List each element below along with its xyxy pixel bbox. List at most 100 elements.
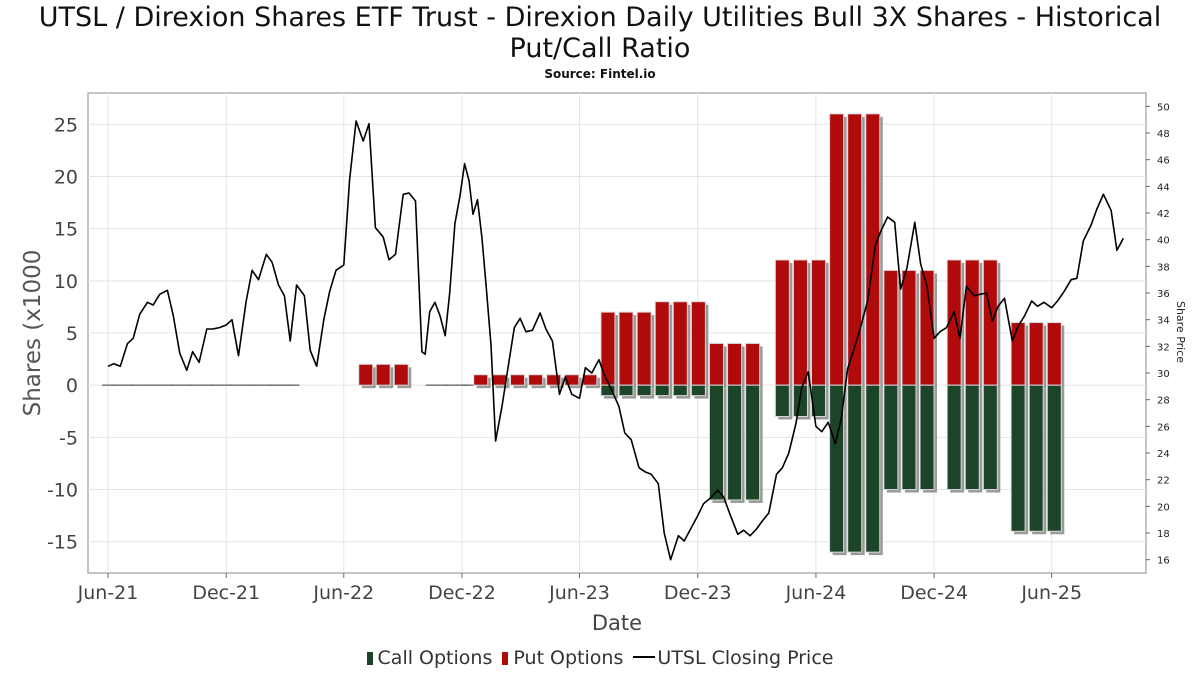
y2-tick-label: 38	[1157, 262, 1170, 273]
put-bar	[582, 374, 598, 386]
call-bar	[654, 384, 670, 397]
legend-item-price[interactable]: UTSL Closing Price	[633, 647, 833, 669]
put-bar	[491, 374, 507, 386]
x-tick-label: Dec-23	[664, 582, 732, 604]
x-tick-label: Jun-24	[785, 582, 847, 604]
call-bar	[1046, 384, 1062, 532]
y-tick-label: 15	[54, 219, 78, 241]
price-series	[107, 120, 1125, 561]
call-bar	[672, 384, 688, 397]
call-bar	[708, 384, 724, 501]
y2-axis-label: Share Price	[1174, 301, 1187, 363]
y2-tick-label: 18	[1157, 529, 1170, 540]
put-bar	[473, 374, 489, 386]
put-bar	[358, 363, 374, 386]
y-tick-label: -5	[59, 427, 78, 449]
y2-tick-label: 40	[1157, 236, 1170, 247]
x-tick-label: Dec-24	[900, 582, 968, 604]
put-bar	[792, 259, 808, 386]
x-tick-label: Jun-25	[1020, 582, 1082, 604]
chart-subtitle: Source: Fintel.io	[544, 67, 656, 81]
call-bar	[847, 384, 863, 553]
put-bar	[690, 301, 706, 386]
y2-tick-label: 28	[1157, 396, 1170, 407]
call-bar	[690, 384, 706, 397]
y-tick-label: 20	[54, 166, 78, 188]
y-tick-label: -10	[47, 480, 78, 502]
put-bar	[1010, 322, 1026, 386]
call-bar	[982, 384, 998, 491]
y2-tick-label: 26	[1157, 422, 1170, 433]
call-bar	[919, 384, 935, 491]
put-bar	[982, 259, 998, 386]
legend-item-call[interactable]: Call Options	[366, 647, 492, 669]
call-bar	[1010, 384, 1026, 532]
legend-item-put[interactable]: Put Options	[502, 647, 623, 669]
put-bar	[883, 269, 899, 386]
call-swatch	[366, 652, 373, 665]
call-bar	[865, 384, 881, 553]
call-bar	[964, 384, 980, 491]
x-tick-label: Jun-21	[77, 582, 139, 604]
put-bar	[546, 374, 562, 386]
put-bar	[1046, 322, 1062, 386]
chart-title: UTSL / Direxion Shares ETF Trust - Direx…	[38, 2, 1162, 64]
put-bar	[672, 301, 688, 386]
y2-tick-label: 36	[1157, 289, 1170, 300]
y2-tick-label: 48	[1157, 129, 1170, 140]
x-axis: Jun-21 Dec-21 Jun-22 Dec-22 Jun-23 Dec-23 Jun-…	[77, 573, 1082, 604]
y-tick-label: -15	[47, 532, 78, 554]
call-bar	[745, 384, 761, 501]
put-bar	[1028, 322, 1044, 386]
put-bar	[654, 301, 670, 386]
call-bar	[618, 384, 634, 397]
y2-tick-label: 50	[1157, 102, 1170, 113]
y2-tick-label: 34	[1157, 316, 1170, 327]
y2-tick-label: 20	[1157, 502, 1170, 513]
y-tick-label: 25	[54, 114, 78, 136]
y2-axis: 16 18 20 22 24 26 28 30 32 34 36 38 40 42 44 46 48 50	[1146, 102, 1170, 567]
x-axis-label: Date	[592, 611, 642, 635]
legend-put-label: Put Options	[513, 647, 624, 669]
y2-tick-label: 46	[1157, 156, 1170, 167]
call-bar	[636, 384, 652, 397]
put-bar	[600, 311, 616, 386]
call-bar	[792, 384, 808, 417]
price-line	[107, 120, 1125, 561]
x-tick-label: Dec-21	[192, 582, 260, 604]
x-tick-label: Jun-22	[312, 582, 374, 604]
put-bar	[510, 374, 526, 386]
put-bar	[811, 259, 827, 386]
put-swatch	[502, 652, 509, 665]
y2-tick-label: 44	[1157, 182, 1170, 193]
put-bar	[745, 342, 761, 386]
call-bar	[774, 384, 790, 417]
put-bar	[375, 363, 391, 386]
call-bar	[946, 384, 962, 491]
x-tick-label: Jun-23	[548, 582, 610, 604]
call-bar	[1028, 384, 1044, 532]
put-bar	[901, 269, 917, 386]
call-bar	[883, 384, 899, 491]
call-bar	[901, 384, 917, 491]
put-bar	[708, 342, 724, 386]
call-bar	[727, 384, 743, 501]
y2-tick-label: 42	[1157, 209, 1170, 220]
put-bar	[528, 374, 544, 386]
put-bar	[727, 342, 743, 386]
y-axis: -15 -10 -5 0 5 10 15 20 25	[47, 114, 78, 553]
y2-tick-label: 30	[1157, 369, 1170, 380]
y2-tick-label: 32	[1157, 342, 1170, 353]
call-bar	[600, 384, 616, 397]
put-bar	[393, 363, 409, 386]
put-bar	[636, 311, 652, 386]
price-line-swatch	[633, 656, 656, 658]
y-tick-label: 10	[54, 271, 78, 293]
legend-price-label: UTSL Closing Price	[657, 647, 834, 669]
put-bar	[774, 259, 790, 386]
y2-tick-label: 16	[1157, 556, 1170, 567]
legend: Call Options Put Options UTSL Closing Pr…	[0, 647, 1200, 669]
put-bar	[829, 113, 845, 386]
put-bar	[865, 113, 881, 386]
